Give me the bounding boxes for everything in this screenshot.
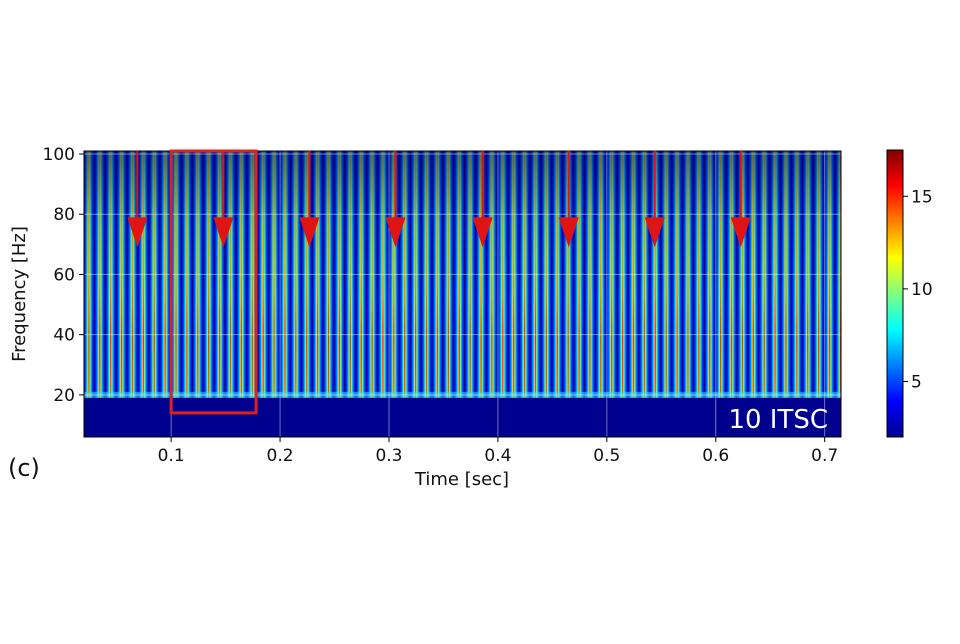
highlight-box (169, 149, 258, 415)
x-tick-label: 0.1 (158, 446, 185, 466)
fault-arrow (299, 151, 320, 248)
spectrogram-stripe (846, 151, 857, 399)
fault-arrow-head (558, 217, 579, 248)
colorbar-tick-label: 5 (911, 372, 922, 392)
fault-arrow (730, 151, 751, 248)
fault-arrow-head (213, 217, 234, 248)
spectrogram-stripes (84, 151, 857, 399)
y-axis-ticks: 20 40 60 80 100 (43, 145, 84, 406)
y-tick-label: 40 (53, 326, 75, 346)
y-tick-label: 100 (43, 145, 75, 165)
x-tick-label: 0.2 (267, 446, 294, 466)
x-tick-label: 0.5 (593, 446, 620, 466)
x-axis-ticks: 0.1 0.2 0.3 0.4 0.5 0.6 0.7 (158, 437, 838, 466)
fault-arrow (127, 151, 148, 248)
y-tick-label: 20 (53, 386, 75, 406)
y-tick-label: 60 (53, 265, 75, 285)
x-tick-label: 0.4 (484, 446, 511, 466)
colorbar-ticks: 5 10 15 (903, 187, 933, 392)
spectrogram-fade (84, 151, 841, 395)
fault-arrow-head (127, 217, 148, 248)
fault-arrow (385, 151, 406, 248)
fault-arrow-head (730, 217, 751, 248)
fault-arrow (213, 151, 234, 248)
colorbar-tick-label: 10 (911, 280, 933, 300)
fault-arrow-head (644, 217, 665, 248)
stripe-core (851, 151, 852, 399)
fault-arrow-head (472, 217, 493, 248)
y-tick-label: 80 (53, 205, 75, 225)
fault-arrow-head (385, 217, 406, 248)
cutoff-glow (84, 391, 841, 398)
fault-arrow (644, 151, 665, 248)
fault-arrow (558, 151, 579, 248)
x-tick-label: 0.7 (811, 446, 838, 466)
panel-label: (c) (8, 454, 40, 482)
fault-arrows (127, 151, 751, 248)
colorbar-tick-label: 15 (911, 187, 933, 207)
x-tick-label: 0.3 (375, 446, 402, 466)
plot-frame (83, 150, 842, 438)
fault-arrow (472, 151, 493, 248)
low-frequency-band (84, 397, 841, 437)
y-axis-label: Frequency [Hz] (9, 226, 30, 362)
colorbar (886, 149, 904, 438)
fault-arrow-head (299, 217, 320, 248)
condition-annotation: 10 ITSC (728, 405, 828, 435)
x-axis-label: Time [sec] (414, 469, 509, 490)
x-tick-label: 0.6 (702, 446, 729, 466)
spectrogram-plot (84, 151, 857, 437)
